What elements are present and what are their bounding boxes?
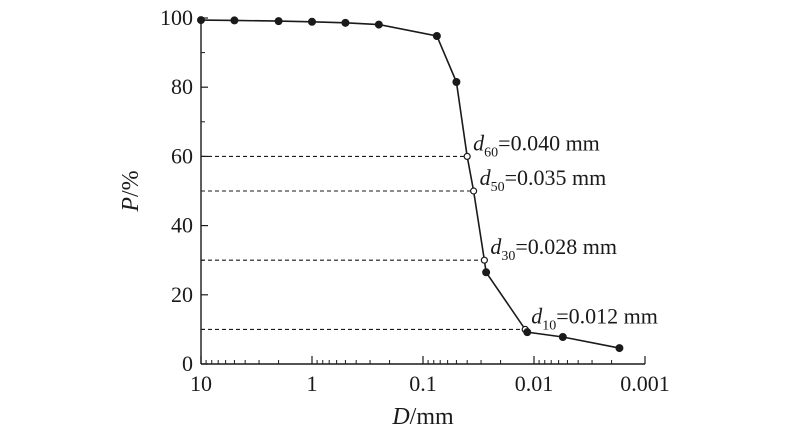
- data-point: [482, 268, 491, 277]
- data-point: [615, 344, 624, 353]
- annotation-label: d50=0.035 mm: [480, 165, 607, 195]
- annotation-value: =0.012 mm: [556, 303, 658, 328]
- x-tick-label: 1: [307, 371, 318, 396]
- data-point: [374, 20, 383, 29]
- annotation-subscript: 60: [484, 145, 498, 160]
- annotation-label: d30=0.028 mm: [490, 234, 617, 264]
- data-point: [523, 328, 532, 337]
- data-point: [432, 31, 441, 40]
- annotation-value: =0.040 mm: [498, 130, 600, 155]
- data-point: [230, 16, 239, 25]
- reference-dashed-lines: [201, 155, 526, 330]
- y-axis-title: P/%: [118, 170, 144, 212]
- y-tick-label: 100: [160, 5, 193, 30]
- x-tick-label: 0.1: [409, 371, 437, 396]
- annotation-var: d: [480, 165, 492, 190]
- x-axis-var: D: [391, 404, 409, 430]
- data-point-open: [463, 152, 471, 160]
- annotation-var: d: [473, 130, 485, 155]
- y-axis-var: P: [118, 197, 144, 213]
- y-tick-label: 80: [171, 74, 193, 99]
- data-point: [341, 18, 350, 27]
- annotation-value: =0.035 mm: [505, 165, 607, 190]
- data-point: [307, 17, 316, 26]
- y-tick-label: 0: [182, 351, 193, 376]
- annotation-subscript: 30: [501, 249, 515, 264]
- x-tick-label: 0.001: [620, 371, 670, 396]
- x-tick-label: 0.01: [515, 371, 554, 396]
- x-axis-title: D/mm: [391, 404, 454, 430]
- annotation-value: =0.028 mm: [515, 234, 617, 259]
- x-axis-unit: /mm: [410, 404, 454, 430]
- axes: 0 20 40 60 80 100 10 1 0.1 0.01 0.001: [160, 5, 670, 396]
- annotation-var: d: [490, 234, 502, 259]
- y-axis-unit: /%: [118, 170, 144, 197]
- data-point: [558, 333, 567, 342]
- data-point: [274, 17, 283, 26]
- annotation-label: d60=0.040 mm: [473, 130, 600, 160]
- data-point-open: [470, 187, 478, 195]
- data-point: [196, 16, 205, 25]
- annotation-subscript: 50: [491, 180, 505, 195]
- x-tick-label: 10: [190, 371, 212, 396]
- annotation-subscript: 10: [542, 318, 556, 333]
- annotation-label: d10=0.012 mm: [531, 303, 658, 333]
- annotation-var: d: [531, 303, 543, 328]
- y-tick-label: 40: [171, 213, 193, 238]
- y-tick-label: 60: [171, 143, 193, 168]
- data-point-open: [480, 256, 488, 264]
- data-point: [452, 78, 461, 87]
- y-tick-label: 20: [171, 282, 193, 307]
- series-line-group: [196, 16, 624, 353]
